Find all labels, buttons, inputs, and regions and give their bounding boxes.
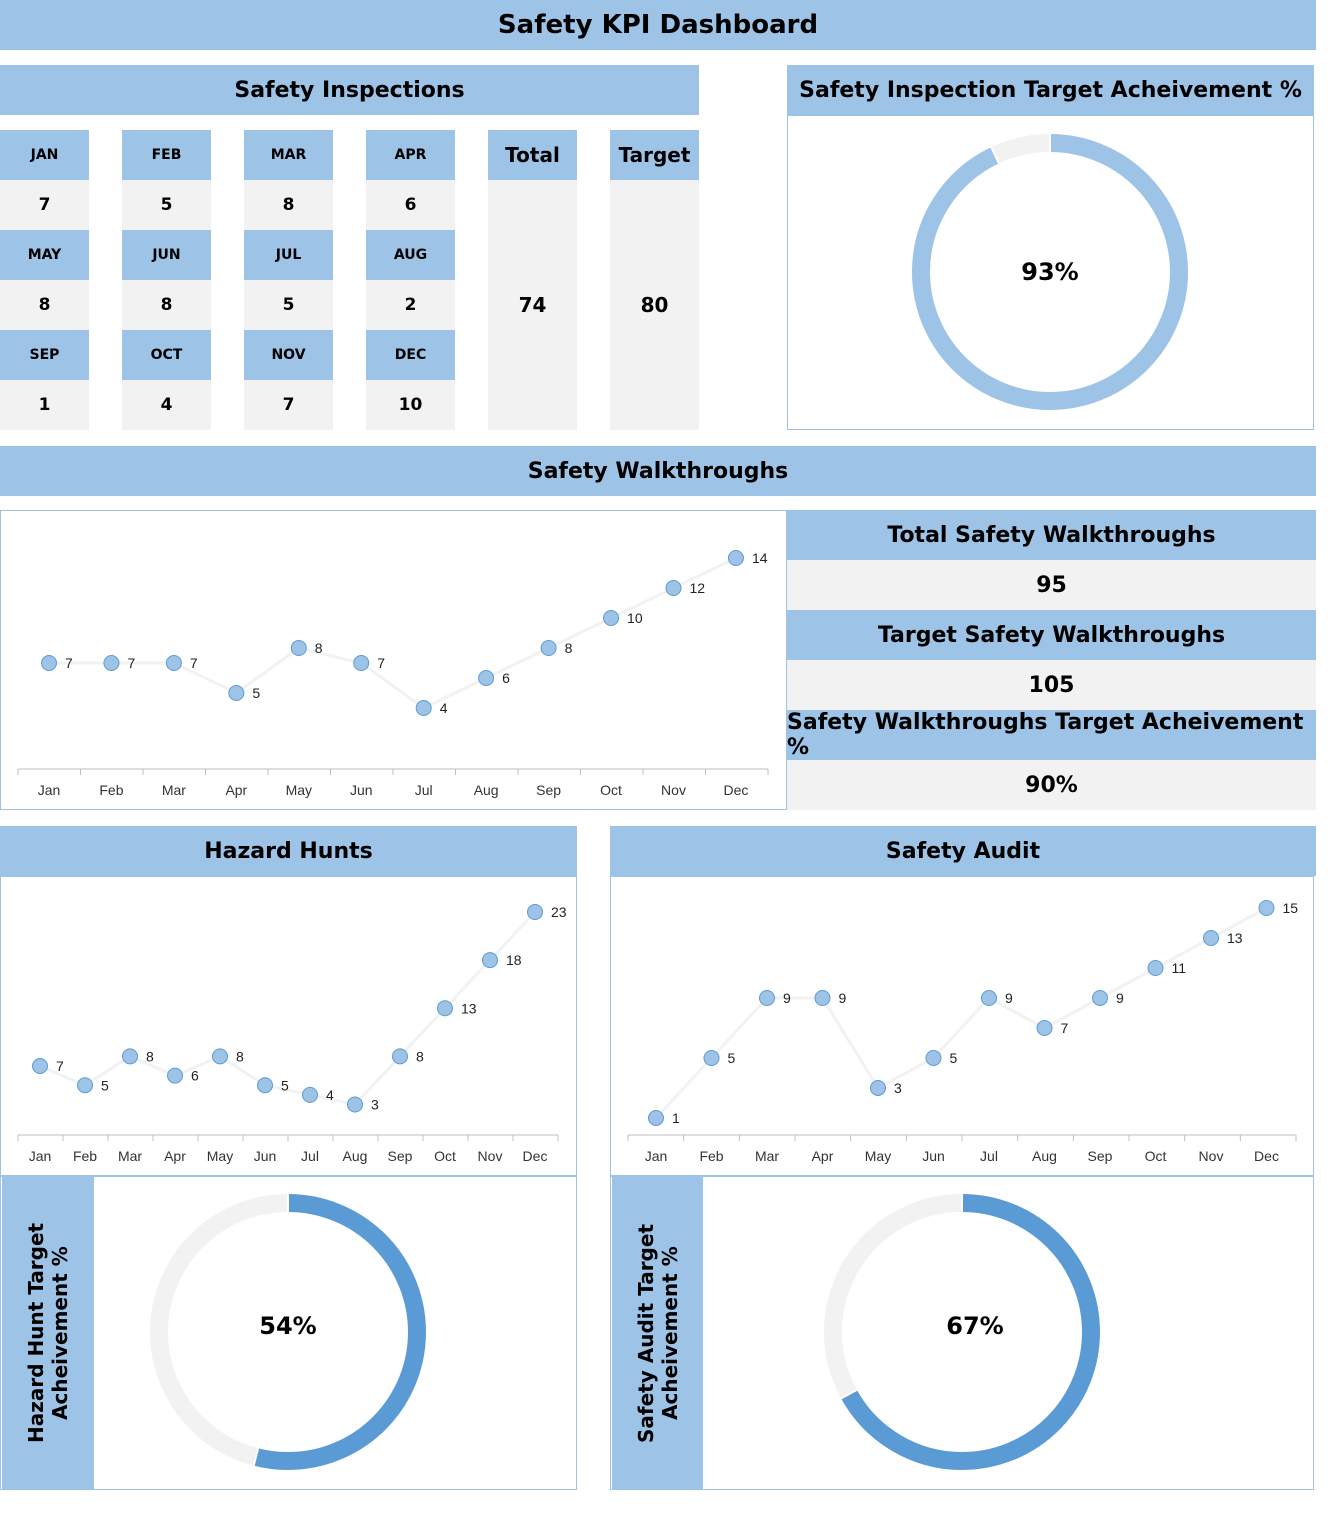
- month-value: 4: [122, 380, 211, 430]
- month-value: 8: [244, 180, 333, 230]
- month-value: 7: [0, 180, 89, 230]
- walkthroughs-total-value: 95: [787, 560, 1316, 610]
- inspections-title: Safety Inspections: [0, 65, 699, 115]
- walkthroughs-target-value: 105: [787, 660, 1316, 710]
- month-value: 8: [0, 280, 89, 330]
- month-label: JAN: [0, 130, 89, 180]
- month-label: MAY: [0, 230, 89, 280]
- month-label: NOV: [244, 330, 333, 380]
- hazard-achievement-side: Hazard Hunt Target Acheivement %: [2, 1176, 94, 1490]
- month-value: 5: [122, 180, 211, 230]
- month-value: 10: [366, 380, 455, 430]
- hazard-hunts-title: Hazard Hunts: [0, 826, 577, 876]
- inspections-total-label: Total: [488, 130, 577, 180]
- audit-achievement-value: 67%: [946, 1312, 1004, 1340]
- inspection-achievement-title: Safety Inspection Target Acheivement %: [787, 65, 1314, 115]
- hazard-achievement-value: 54%: [259, 1312, 317, 1340]
- inspections-target-label: Target: [610, 130, 699, 180]
- walkthroughs-title: Safety Walkthroughs: [0, 446, 1316, 496]
- month-value: 8: [122, 280, 211, 330]
- page-title: Safety KPI Dashboard: [0, 0, 1316, 50]
- month-value: 1: [0, 380, 89, 430]
- inspections-target-value: 80: [610, 180, 699, 430]
- hazard-achievement-title: Hazard Hunt Target Acheivement %: [24, 1222, 72, 1444]
- walkthroughs-achievement-value: 90%: [787, 760, 1316, 810]
- walkthroughs-total-label: Total Safety Walkthroughs: [787, 510, 1316, 560]
- month-value: 7: [244, 380, 333, 430]
- month-label: MAR: [244, 130, 333, 180]
- walkthroughs-achievement-label: Safety Walkthroughs Target Acheivement %: [787, 710, 1316, 760]
- audit-achievement-title: Safety Audit Target Acheivement %: [633, 1223, 682, 1443]
- month-label: APR: [366, 130, 455, 180]
- walkthroughs-target-label: Target Safety Walkthroughs: [787, 610, 1316, 660]
- month-label: SEP: [0, 330, 89, 380]
- inspection-achievement-value: 93%: [1021, 258, 1079, 286]
- month-label: AUG: [366, 230, 455, 280]
- hazard-hunts-chart-panel: [0, 876, 577, 1176]
- month-value: 2: [366, 280, 455, 330]
- inspections-total-value: 74: [488, 180, 577, 430]
- month-label: FEB: [122, 130, 211, 180]
- safety-audit-title: Safety Audit: [610, 826, 1316, 876]
- month-label: JUN: [122, 230, 211, 280]
- month-value: 5: [244, 280, 333, 330]
- month-label: DEC: [366, 330, 455, 380]
- walkthroughs-chart-panel: [0, 510, 787, 810]
- month-label: OCT: [122, 330, 211, 380]
- audit-achievement-side: Safety Audit Target Acheivement %: [612, 1176, 703, 1490]
- safety-audit-chart-panel: [610, 876, 1314, 1176]
- month-label: JUL: [244, 230, 333, 280]
- month-value: 6: [366, 180, 455, 230]
